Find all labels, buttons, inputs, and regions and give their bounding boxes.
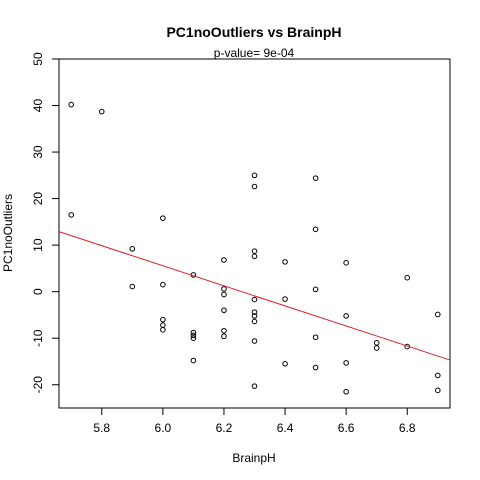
data-point — [160, 316, 166, 323]
x-tick-label: 6.8 — [399, 421, 416, 435]
data-point — [343, 360, 349, 366]
x-axis-label: BrainpH — [232, 451, 275, 465]
data-point — [221, 286, 227, 292]
data-point — [221, 257, 227, 263]
data-point — [160, 327, 166, 333]
data-point — [312, 226, 319, 233]
data-point — [434, 372, 441, 379]
y-tick-label: 10 — [31, 238, 45, 252]
y-tick-label: -10 — [31, 329, 45, 347]
data-point — [160, 322, 166, 328]
y-tick-label: 30 — [31, 145, 45, 159]
x-tick-label: 6.0 — [155, 421, 172, 435]
data-point — [190, 329, 197, 336]
data-point — [312, 286, 319, 293]
data-point — [251, 172, 258, 179]
x-tick-label: 6.2 — [216, 421, 233, 435]
data-point — [160, 215, 166, 221]
data-point — [343, 313, 349, 319]
data-point — [190, 335, 197, 342]
data-point — [312, 175, 319, 181]
data-point — [312, 334, 319, 341]
data-point — [373, 345, 380, 351]
data-point — [129, 283, 136, 290]
data-point — [251, 248, 258, 254]
chart-subtitle: p-value= 9e-04 — [214, 46, 295, 60]
x-tick-label: 6.6 — [338, 421, 355, 435]
data-point — [221, 327, 227, 334]
data-point — [373, 340, 380, 346]
regression-line-group — [58, 231, 451, 361]
data-point — [68, 101, 75, 108]
x-axis: 5.8 6.0 6.2 6.4 6.6 6.8 — [93, 407, 416, 435]
data-point — [251, 338, 258, 344]
data-point — [282, 360, 288, 367]
x-tick-label: 6.4 — [277, 421, 294, 435]
y-tick-label: -20 — [31, 376, 45, 394]
data-point — [343, 388, 349, 395]
data-point — [343, 260, 349, 266]
data-point — [221, 333, 227, 340]
data-point — [434, 387, 441, 394]
y-tick-label: 40 — [31, 99, 45, 113]
data-point — [190, 332, 197, 339]
data-point — [98, 108, 105, 115]
data-point — [251, 309, 258, 315]
regression-line — [58, 231, 451, 361]
x-tick-label: 5.8 — [93, 421, 110, 435]
data-point — [312, 364, 319, 371]
plot-frame — [58, 58, 451, 409]
data-point — [282, 296, 288, 302]
data-point — [68, 212, 75, 218]
data-point — [251, 183, 258, 190]
data-point — [434, 311, 441, 318]
y-tick-label: 50 — [31, 52, 45, 66]
data-point — [160, 281, 166, 288]
y-axis: -20 -10 0 10 20 30 40 50 — [31, 52, 60, 394]
y-tick-label: 0 — [31, 288, 45, 295]
data-point — [251, 313, 258, 319]
data-point — [251, 296, 258, 303]
chart-title: PC1noOutliers vs BrainpH — [166, 24, 341, 40]
data-point — [221, 307, 227, 314]
data-point — [282, 259, 288, 265]
y-axis-label: PC1noOutliers — [1, 194, 15, 272]
data-point — [190, 357, 197, 364]
data-point — [404, 274, 411, 281]
y-tick-label: 20 — [31, 192, 45, 206]
data-point — [129, 246, 136, 252]
data-point — [221, 291, 227, 298]
data-points — [68, 101, 441, 395]
data-point — [251, 253, 258, 260]
data-point — [251, 383, 258, 389]
data-point — [251, 318, 258, 325]
